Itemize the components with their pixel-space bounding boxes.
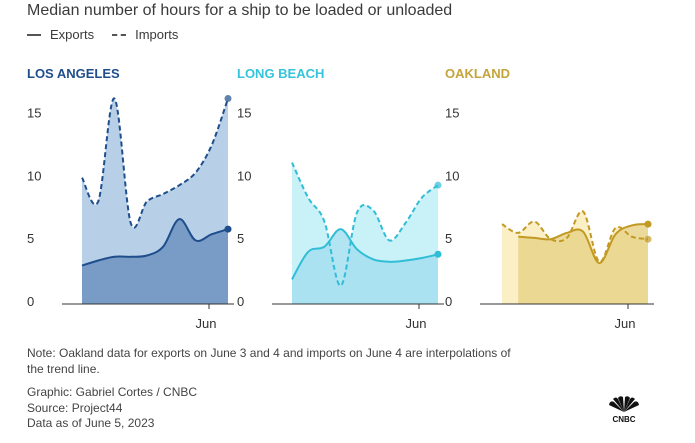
panel-oak: OAKLAND 0 5 10 15 Jun <box>445 66 654 331</box>
y-tick-label: 5 <box>445 231 452 246</box>
y-tick-label: 10 <box>237 168 251 183</box>
y-tick-label: 0 <box>237 294 244 309</box>
imports-end-point <box>644 235 652 243</box>
legend-item-imports: Imports <box>112 27 178 42</box>
panel-lb: LONG BEACH 0 5 10 15 Jun <box>237 66 444 331</box>
legend-swatch-solid <box>27 33 41 36</box>
imports-end-point <box>224 94 232 102</box>
exports-area <box>292 229 438 304</box>
legend-item-exports: Exports <box>27 27 94 42</box>
source-credit: Source: Project44 <box>27 400 123 415</box>
data-as-of: Data as of June 5, 2023 <box>27 416 155 430</box>
imports-line <box>501 210 649 263</box>
exports-area <box>518 224 648 304</box>
legend: Exports Imports <box>27 27 196 42</box>
y-tick-label: 15 <box>237 106 251 121</box>
footnotes: Note: Oakland data for exports on June 3… <box>27 346 587 432</box>
legend-label-imports: Imports <box>135 27 179 42</box>
x-tick-label: Jun <box>615 316 636 331</box>
exports-line <box>518 223 649 265</box>
y-tick-label: 0 <box>445 294 452 309</box>
imports-end-point <box>434 181 442 189</box>
panel-la: LOS ANGELES 0 5 10 15 Jun <box>27 66 234 331</box>
x-tick-label: Jun <box>406 316 427 331</box>
panel-title: OAKLAND <box>445 66 510 81</box>
y-tick-label: 15 <box>445 106 459 121</box>
cnbc-logo-icon: CNBC <box>609 396 639 424</box>
imports-line <box>81 97 229 229</box>
exports-end-point <box>434 250 442 258</box>
exports-end-point <box>224 225 232 233</box>
note-line-2: the trend line. <box>27 361 100 376</box>
imports-line <box>291 162 439 287</box>
note-line-1: Note: Oakland data for exports on June 3… <box>27 346 511 360</box>
y-tick-label: 5 <box>27 231 34 246</box>
exports-area <box>82 219 228 304</box>
y-tick-label: 10 <box>27 168 41 183</box>
legend-label-exports: Exports <box>50 27 95 42</box>
y-tick-label: 5 <box>237 231 244 246</box>
legend-swatch-dashed <box>112 33 127 36</box>
y-tick-label: 10 <box>445 168 459 183</box>
exports-end-point <box>644 220 652 228</box>
y-tick-label: 0 <box>27 294 34 309</box>
panel-title: LOS ANGELES <box>27 66 120 81</box>
exports-line <box>291 228 439 280</box>
x-tick-label: Jun <box>196 316 217 331</box>
panel-title: LONG BEACH <box>237 66 324 81</box>
exports-line <box>81 218 229 267</box>
svg-text:CNBC: CNBC <box>612 415 635 424</box>
y-tick-label: 15 <box>27 106 41 121</box>
chart-title: Median number of hours for a ship to be … <box>27 2 453 19</box>
graphic-credit: Graphic: Gabriel Cortes / CNBC <box>27 385 198 399</box>
